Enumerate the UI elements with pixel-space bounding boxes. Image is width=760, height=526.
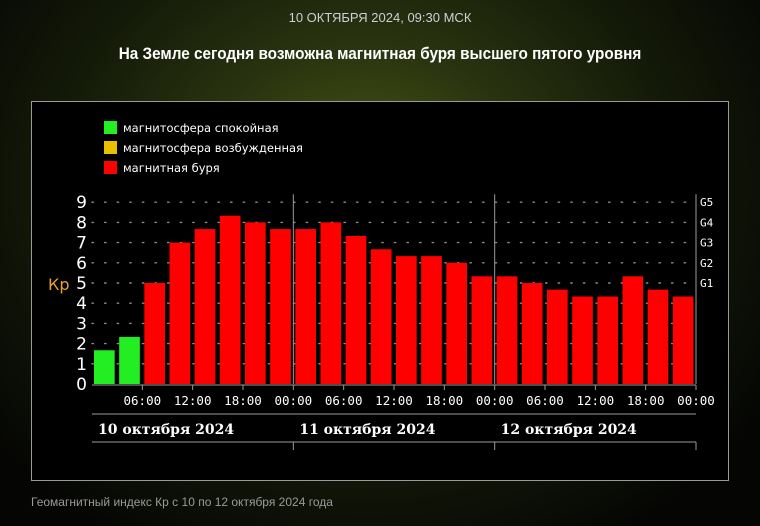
x-tick-label: 18:00 (426, 393, 464, 408)
kp-bar (345, 235, 367, 384)
y-tick-label: 7 (76, 234, 87, 254)
g-level-label: G1 (700, 277, 713, 290)
kp-bar (622, 276, 644, 384)
x-tick-label: 18:00 (224, 393, 262, 408)
g-level-label: G2 (700, 257, 713, 270)
day-label: 12 октября 2024 (501, 422, 637, 438)
kp-bar (396, 256, 417, 384)
x-tick-label: 06:00 (325, 393, 363, 408)
day-label: 10 октября 2024 (98, 422, 234, 438)
legend-label: магнитная буря (123, 161, 220, 175)
kp-bar (647, 289, 669, 384)
kp-bar (144, 283, 165, 384)
x-tick-label: 12:00 (174, 393, 212, 408)
kp-bar (320, 222, 342, 384)
kp-bar (471, 276, 493, 384)
x-tick-label: 06:00 (124, 393, 162, 408)
g-level-label: G3 (700, 237, 713, 250)
y-tick-label: 6 (76, 254, 87, 274)
legend-label: магнитосфера возбужденная (123, 141, 303, 155)
y-axis-title: Кр (48, 275, 70, 294)
kp-bar (597, 296, 618, 384)
x-tick-label: 00:00 (476, 393, 514, 408)
date-line: 10 ОКТЯБРЯ 2024, 09:30 МСК (288, 10, 472, 25)
kp-bar (521, 283, 543, 384)
x-tick-label: 18:00 (627, 393, 665, 408)
kp-bar (119, 336, 140, 384)
kp-bar (672, 296, 694, 384)
x-tick-label: 00:00 (677, 393, 715, 408)
kp-bar (94, 350, 115, 384)
kp-bar (169, 242, 191, 384)
legend-swatch (104, 121, 117, 134)
kp-bar (547, 289, 568, 384)
kp-bar (194, 229, 216, 384)
kp-bar (219, 215, 241, 384)
y-tick-label: 5 (76, 274, 87, 294)
legend-swatch (104, 161, 117, 174)
kp-bar (370, 249, 392, 384)
x-tick-label: 00:00 (275, 393, 313, 408)
kp-bar (446, 262, 467, 384)
chart-caption: Геомагнитный индекс Кр с 10 по 12 октябр… (31, 495, 333, 509)
kp-bar (572, 296, 593, 384)
g-level-label: G4 (700, 216, 714, 229)
headline: На Земле сегодня возможна магнитная буря… (118, 44, 642, 63)
y-tick-label: 2 (76, 335, 87, 355)
y-tick-label: 9 (76, 193, 87, 213)
y-tick-label: 8 (76, 213, 87, 233)
y-tick-label: 0 (76, 375, 87, 395)
legend-swatch (104, 141, 117, 154)
g-level-label: G5 (700, 196, 713, 209)
kp-bar (295, 229, 316, 384)
kp-bar (270, 229, 291, 384)
x-tick-label: 12:00 (375, 393, 413, 408)
kp-bar (421, 256, 442, 384)
y-tick-label: 1 (76, 355, 87, 375)
y-tick-label: 3 (76, 314, 87, 334)
kp-chart-panel: 0 1 2 3 4 5 6 7 8 9 Кр G1 G2 G3 G4 G5 06:00 12:00 18:00 00:… (31, 101, 729, 481)
x-tick-label: 12:00 (577, 393, 615, 408)
legend-label: магнитосфера спокойная (123, 121, 279, 135)
x-tick-label: 06:00 (526, 393, 564, 408)
y-tick-label: 4 (76, 294, 87, 314)
day-label: 11 октября 2024 (299, 422, 435, 438)
kp-bar (245, 222, 266, 384)
kp-bar (496, 276, 518, 384)
